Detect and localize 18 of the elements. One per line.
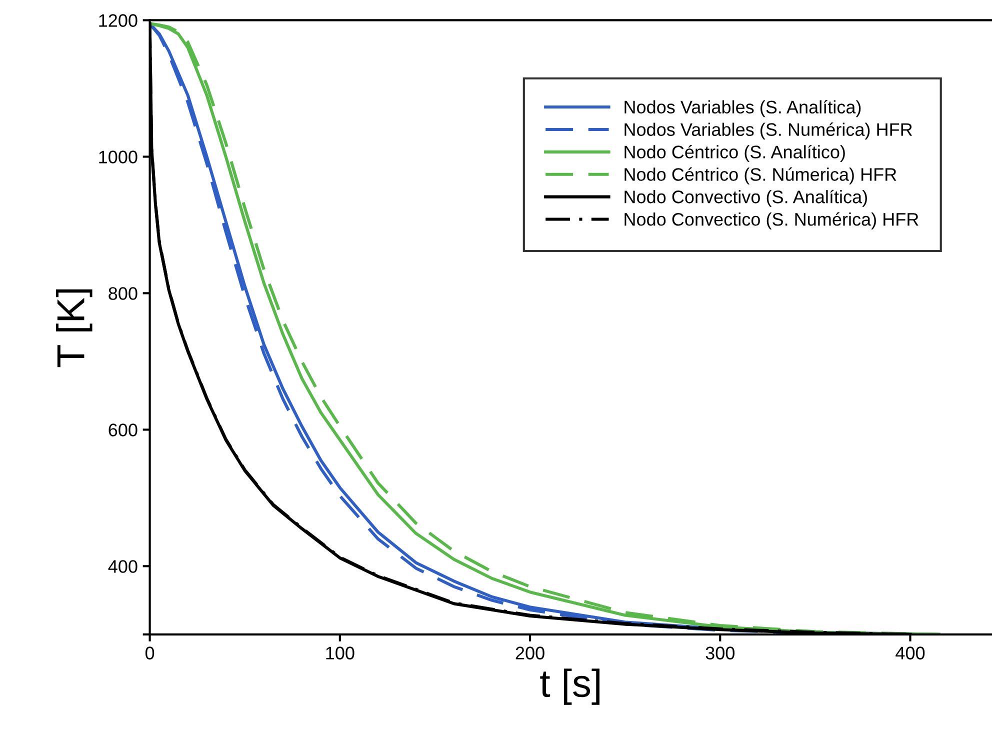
x-tick-label: 400 — [896, 646, 925, 660]
x-tick-label: 100 — [326, 646, 354, 660]
y-tick-label: 1000 — [99, 150, 138, 164]
legend-label: Nodo Convectico (S. Numérica) HFR — [624, 212, 918, 230]
legend-label: Nodo Céntrico (S. Númerica) HFR — [624, 167, 896, 184]
legend-label: Nodos Variables (S. Numérica) HFR — [624, 122, 912, 140]
y-axis-title: T [K] — [56, 289, 92, 368]
x-tick-label: 300 — [706, 646, 734, 660]
y-tick-label: 400 — [108, 560, 138, 573]
legend-label: Nodo Convectivo (S. Analítica) — [624, 190, 867, 207]
x-tick-label: 200 — [516, 646, 544, 660]
y-tick-label: 600 — [108, 424, 138, 436]
x-tick-label: 0 — [145, 646, 154, 660]
y-tick-label: 800 — [108, 287, 138, 300]
x-axis-title: t [s] — [540, 668, 600, 705]
legend-label: Nodos Variables (S. Analítica) — [624, 100, 861, 118]
y-tick-label: 1200 — [99, 14, 138, 27]
legend-label: Nodo Céntrico (S. Analítico) — [624, 144, 845, 162]
